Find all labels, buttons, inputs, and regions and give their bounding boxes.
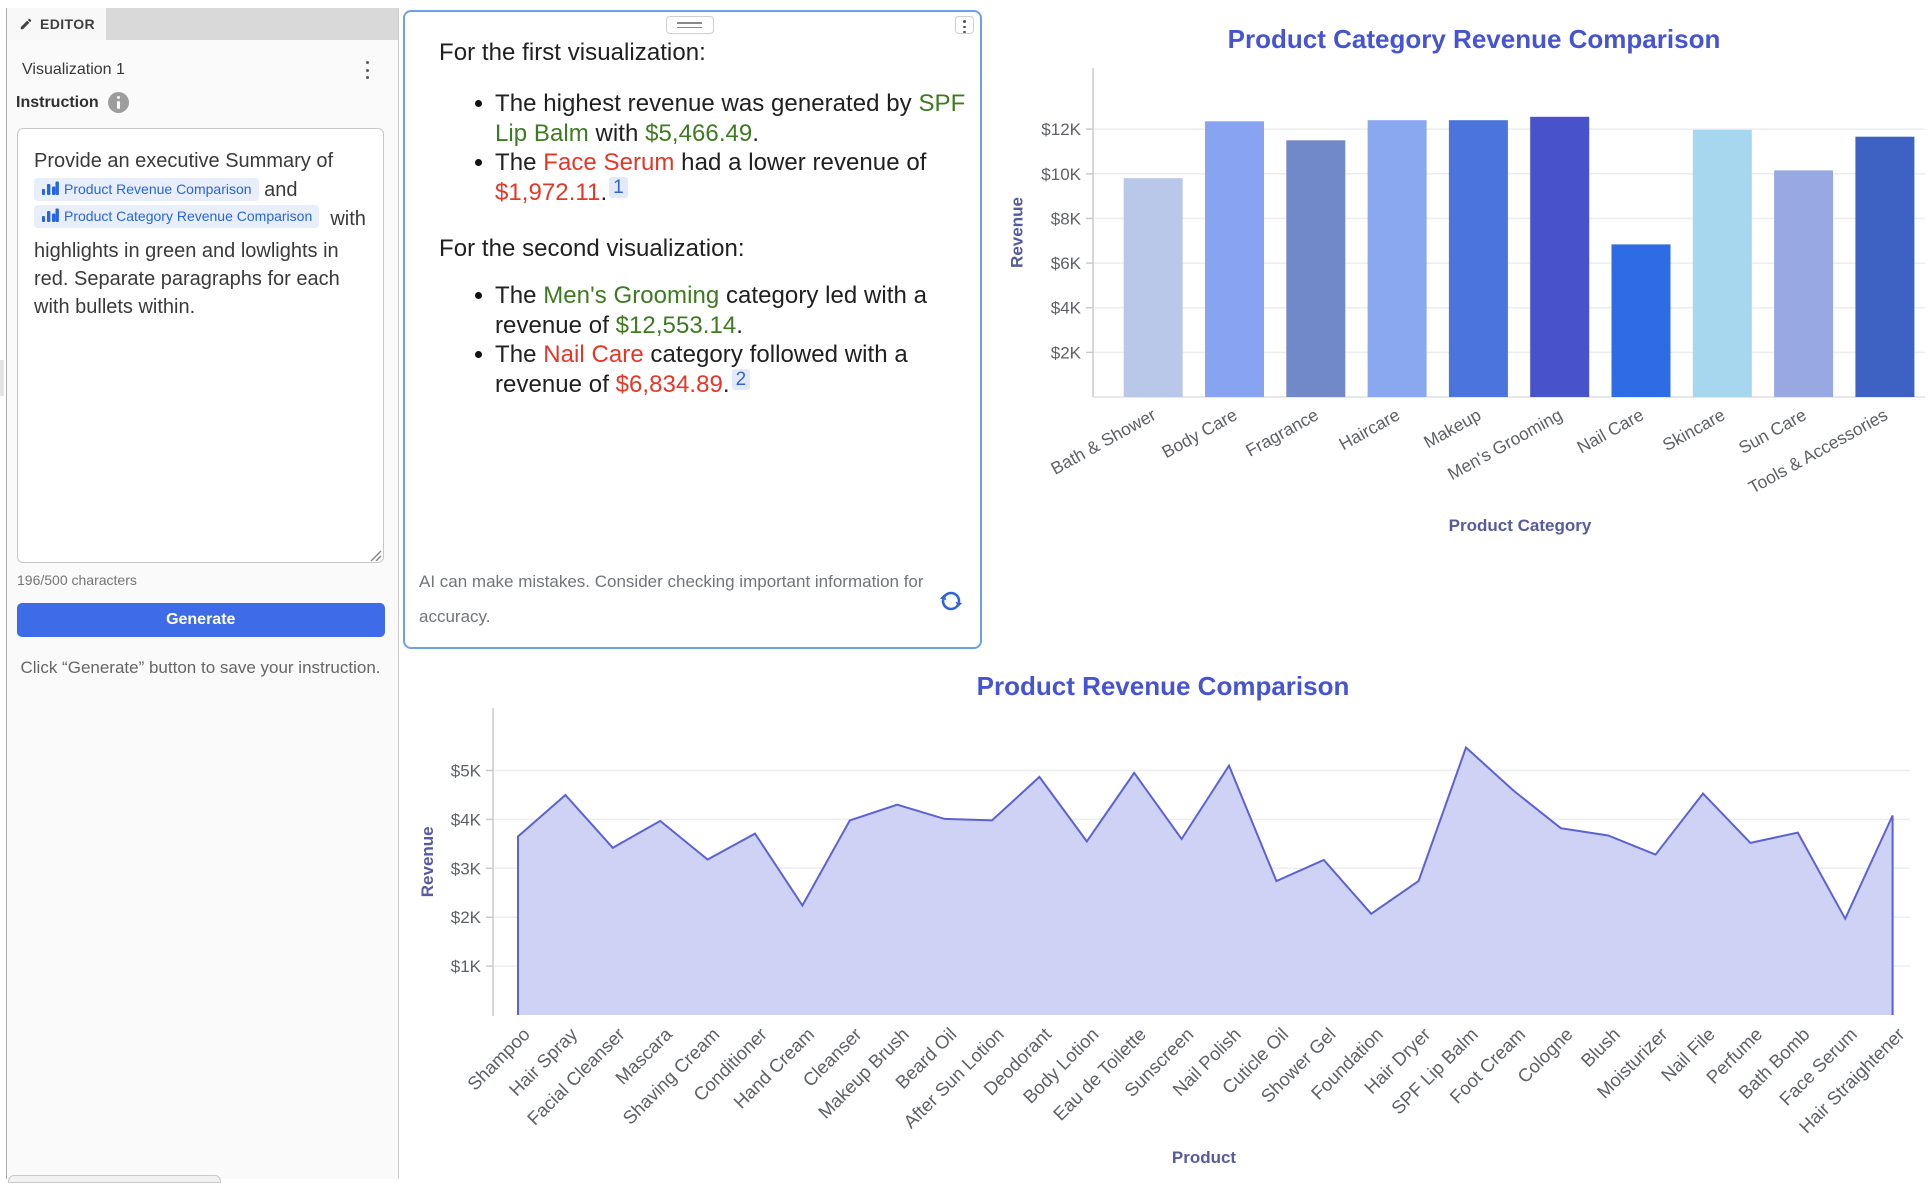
svg-text:$12K: $12K (1041, 120, 1081, 139)
svg-text:Product Category Revenue Compa: Product Category Revenue Comparison (1228, 24, 1721, 54)
svg-text:$6K: $6K (1051, 254, 1082, 273)
svg-text:Tools & Accessories: Tools & Accessories (1745, 404, 1891, 497)
svg-text:$5K: $5K (451, 762, 482, 781)
svg-text:Haircare: Haircare (1335, 405, 1403, 455)
svg-text:Product Category: Product Category (1449, 516, 1592, 535)
svg-text:Fragrance: Fragrance (1242, 405, 1321, 461)
svg-text:Revenue: Revenue (418, 826, 437, 897)
svg-text:Skincare: Skincare (1659, 405, 1728, 456)
svg-text:$4K: $4K (451, 810, 482, 829)
svg-text:$1K: $1K (451, 957, 482, 976)
svg-text:$3K: $3K (451, 859, 482, 878)
svg-text:Body Care: Body Care (1158, 405, 1240, 463)
svg-text:$2K: $2K (451, 908, 482, 927)
svg-text:Product: Product (1172, 1148, 1237, 1167)
svg-text:$4K: $4K (1051, 299, 1082, 318)
svg-text:Nail Care: Nail Care (1573, 405, 1647, 458)
svg-text:Revenue: Revenue (1008, 197, 1027, 268)
svg-text:Product Revenue Comparison: Product Revenue Comparison (977, 671, 1350, 701)
svg-text:Makeup: Makeup (1420, 405, 1484, 453)
svg-text:$2K: $2K (1051, 343, 1082, 362)
svg-text:Bath & Shower: Bath & Shower (1047, 404, 1159, 478)
svg-text:$10K: $10K (1041, 165, 1081, 184)
svg-text:$8K: $8K (1051, 209, 1082, 228)
